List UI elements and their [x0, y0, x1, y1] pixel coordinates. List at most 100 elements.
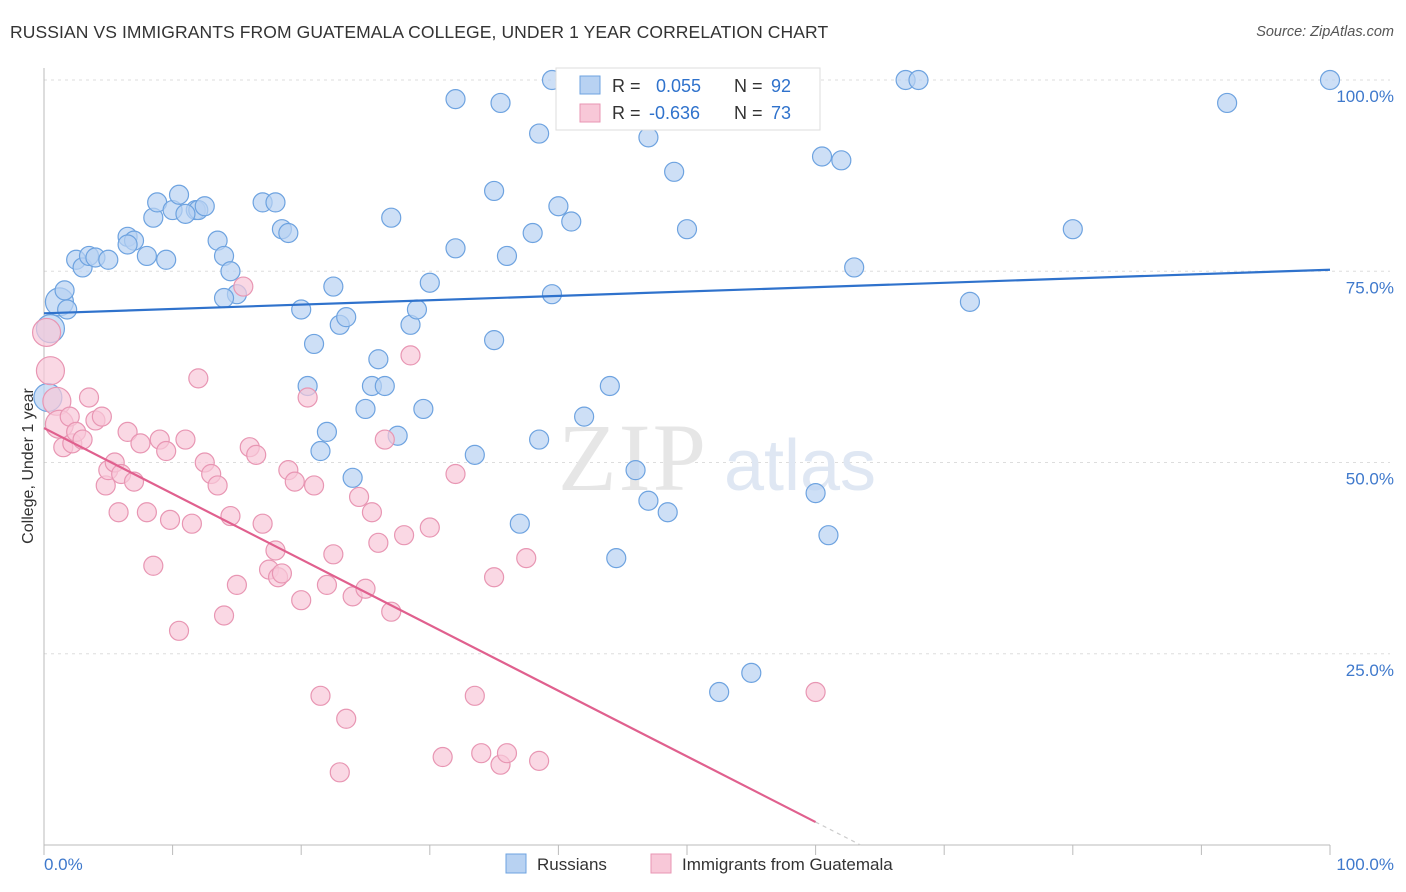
legend-bottom-swatch-russians	[505, 853, 527, 874]
russians-point-58	[509, 513, 530, 534]
legend-r-label-1: R =	[612, 76, 641, 96]
guatemala-point-24	[159, 509, 181, 530]
guatemala-point-56	[361, 502, 383, 523]
legend-n-russians: 92	[771, 76, 791, 96]
guatemala-point-61	[400, 345, 421, 366]
russians-point-52	[445, 238, 466, 259]
russians-point-72	[638, 127, 659, 148]
russians-point-45	[381, 207, 402, 228]
russians-point-27	[213, 287, 235, 309]
russians-point-71	[625, 460, 646, 481]
russians-point-35	[316, 421, 338, 442]
guatemala-point-19	[130, 433, 151, 454]
russians-point-77	[709, 681, 730, 703]
guatemala-point-23	[156, 440, 177, 462]
guatemala-point-20	[136, 502, 157, 523]
russians-point-21	[194, 196, 215, 217]
guatemala-point-48	[310, 685, 331, 706]
russians-point-85	[844, 257, 865, 278]
guatemala-point-51	[329, 762, 350, 783]
legend-n-label-2: N =	[734, 103, 763, 123]
russians-point-78	[741, 662, 762, 683]
guatemala-point-50	[323, 544, 344, 565]
russians-point-61	[529, 429, 550, 450]
legend-stats: R = 0.055 N = 92 R = -0.636 N = 73	[555, 67, 821, 131]
guatemala-trend-extension	[815, 821, 861, 846]
guatemala-point-47	[303, 475, 325, 496]
legend-r-label-2: R =	[612, 103, 641, 123]
guatemala-point-25	[168, 620, 190, 641]
russians-point-66	[561, 211, 582, 232]
russians-point-62	[541, 284, 563, 305]
guatemala-point-34	[226, 574, 247, 596]
russians-point-83	[818, 525, 839, 546]
guatemala-point-66	[471, 743, 492, 764]
russians-point-32	[291, 299, 312, 320]
x-tick-label-max: 100.0%	[1336, 855, 1394, 874]
guatemala-point-46	[297, 387, 318, 408]
russians-point-54	[484, 180, 505, 202]
axes	[43, 68, 1331, 855]
legend-r-russians: 0.055	[656, 76, 701, 96]
russians-trend-line	[43, 268, 1331, 315]
guatemala-point-15	[108, 502, 129, 523]
guatemala-point-44	[284, 471, 305, 492]
legend-bottom-label-guatemala: Immigrants from Guatemala	[682, 855, 893, 874]
russians-point-75	[657, 502, 678, 523]
chart-source: Source: ZipAtlas.com	[1256, 24, 1394, 40]
russians-point-56	[490, 92, 511, 114]
guatemala-point-54	[348, 486, 370, 508]
russians-point-29	[265, 192, 286, 213]
legend-series: Russians Immigrants from Guatemala	[505, 853, 893, 874]
russians-point-9	[98, 249, 119, 270]
y-axis-label: College, Under 1 year	[20, 388, 37, 544]
guatemala-point-72	[805, 681, 826, 703]
russians-point-36	[323, 276, 344, 297]
guatemala-point-31	[207, 475, 228, 496]
guatemala-point-8	[72, 429, 93, 450]
guatemala-point-45	[291, 590, 312, 611]
guatemala-point-0	[31, 317, 62, 348]
russians-point-59	[522, 222, 543, 244]
y-tick-label-2: 50.0%	[1346, 470, 1394, 489]
legend-bottom-swatch-guatemala	[650, 853, 672, 874]
guatemala-point-58	[374, 429, 395, 450]
guatemala-point-9	[78, 387, 100, 408]
legend-r-guatemala: -0.636	[649, 103, 700, 123]
series-russians-points	[33, 69, 1341, 703]
x-tick-label-min: 0.0%	[44, 855, 83, 874]
guatemala-point-65	[464, 685, 485, 706]
russians-point-12	[117, 234, 138, 255]
guatemala-point-37	[246, 444, 267, 465]
grid-lines	[44, 79, 1390, 655]
russians-point-89	[1062, 219, 1083, 240]
russians-point-55	[484, 330, 505, 351]
series-guatemala-points	[31, 276, 826, 783]
russians-point-14	[156, 249, 177, 270]
russians-point-91	[1319, 69, 1341, 91]
guatemala-trend-line	[43, 427, 817, 824]
y-tick-label-3: 25.0%	[1346, 661, 1394, 680]
russians-point-44	[374, 375, 395, 397]
y-tick-label-0: 100.0%	[1336, 87, 1394, 106]
guatemala-point-35	[233, 276, 254, 297]
guatemala-point-49	[316, 574, 338, 596]
russians-point-3	[54, 280, 75, 301]
russians-point-34	[303, 333, 325, 355]
russians-point-31	[278, 222, 299, 244]
russians-point-4	[57, 299, 78, 320]
russians-point-38	[336, 307, 357, 328]
guatemala-point-21	[143, 555, 164, 576]
russians-point-51	[445, 89, 466, 110]
guatemala-point-62	[419, 517, 440, 538]
guatemala-point-17	[117, 421, 138, 442]
guatemala-point-57	[368, 532, 389, 553]
russians-point-84	[831, 150, 852, 171]
legend-n-label-1: N =	[734, 76, 763, 96]
russians-point-41	[355, 398, 376, 420]
guatemala-point-69	[496, 743, 518, 764]
russians-point-43	[368, 349, 389, 370]
guatemala-point-64	[445, 463, 466, 485]
guatemala-point-63	[432, 746, 453, 768]
